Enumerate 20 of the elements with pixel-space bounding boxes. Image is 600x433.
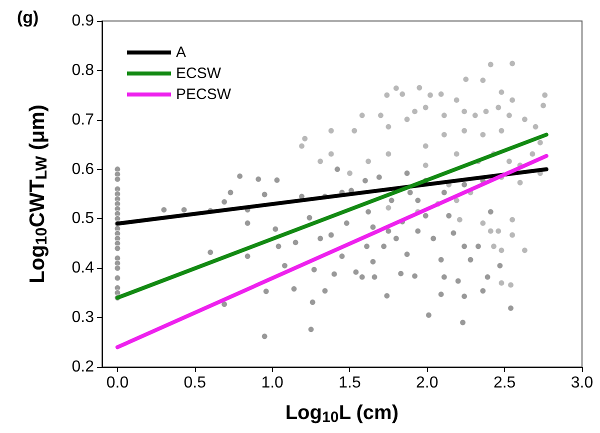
x-tick-label: 0.5: [184, 374, 206, 392]
legend-label: A: [176, 44, 186, 61]
x-tick-label: 1.0: [261, 374, 284, 392]
y-tick-label: 0.3: [72, 309, 94, 326]
y-tick-label: 0.6: [72, 160, 94, 178]
y-tick-label: 0.7: [72, 111, 94, 128]
x-tick-label: 1.5: [338, 374, 361, 392]
x-tick-label: 0.0: [106, 374, 129, 392]
x-tick-label: 2.0: [416, 374, 438, 392]
x-tick-label: 3.0: [570, 374, 594, 392]
y-tick-label: 0.8: [72, 62, 94, 79]
chart-title: (g): [17, 8, 39, 27]
y-tick-label: 0.5: [72, 210, 94, 228]
y-tick-label: 0.9: [72, 12, 94, 30]
x-tick-label: 2.5: [493, 374, 516, 392]
y-tick-label: 0.4: [72, 260, 94, 277]
y-tick-label: 0.2: [72, 358, 94, 376]
legend-label: PECSW: [176, 86, 232, 103]
y-axis-title: Log10CWTLW (μm): [26, 104, 50, 284]
legend-label: ECSW: [176, 65, 222, 82]
